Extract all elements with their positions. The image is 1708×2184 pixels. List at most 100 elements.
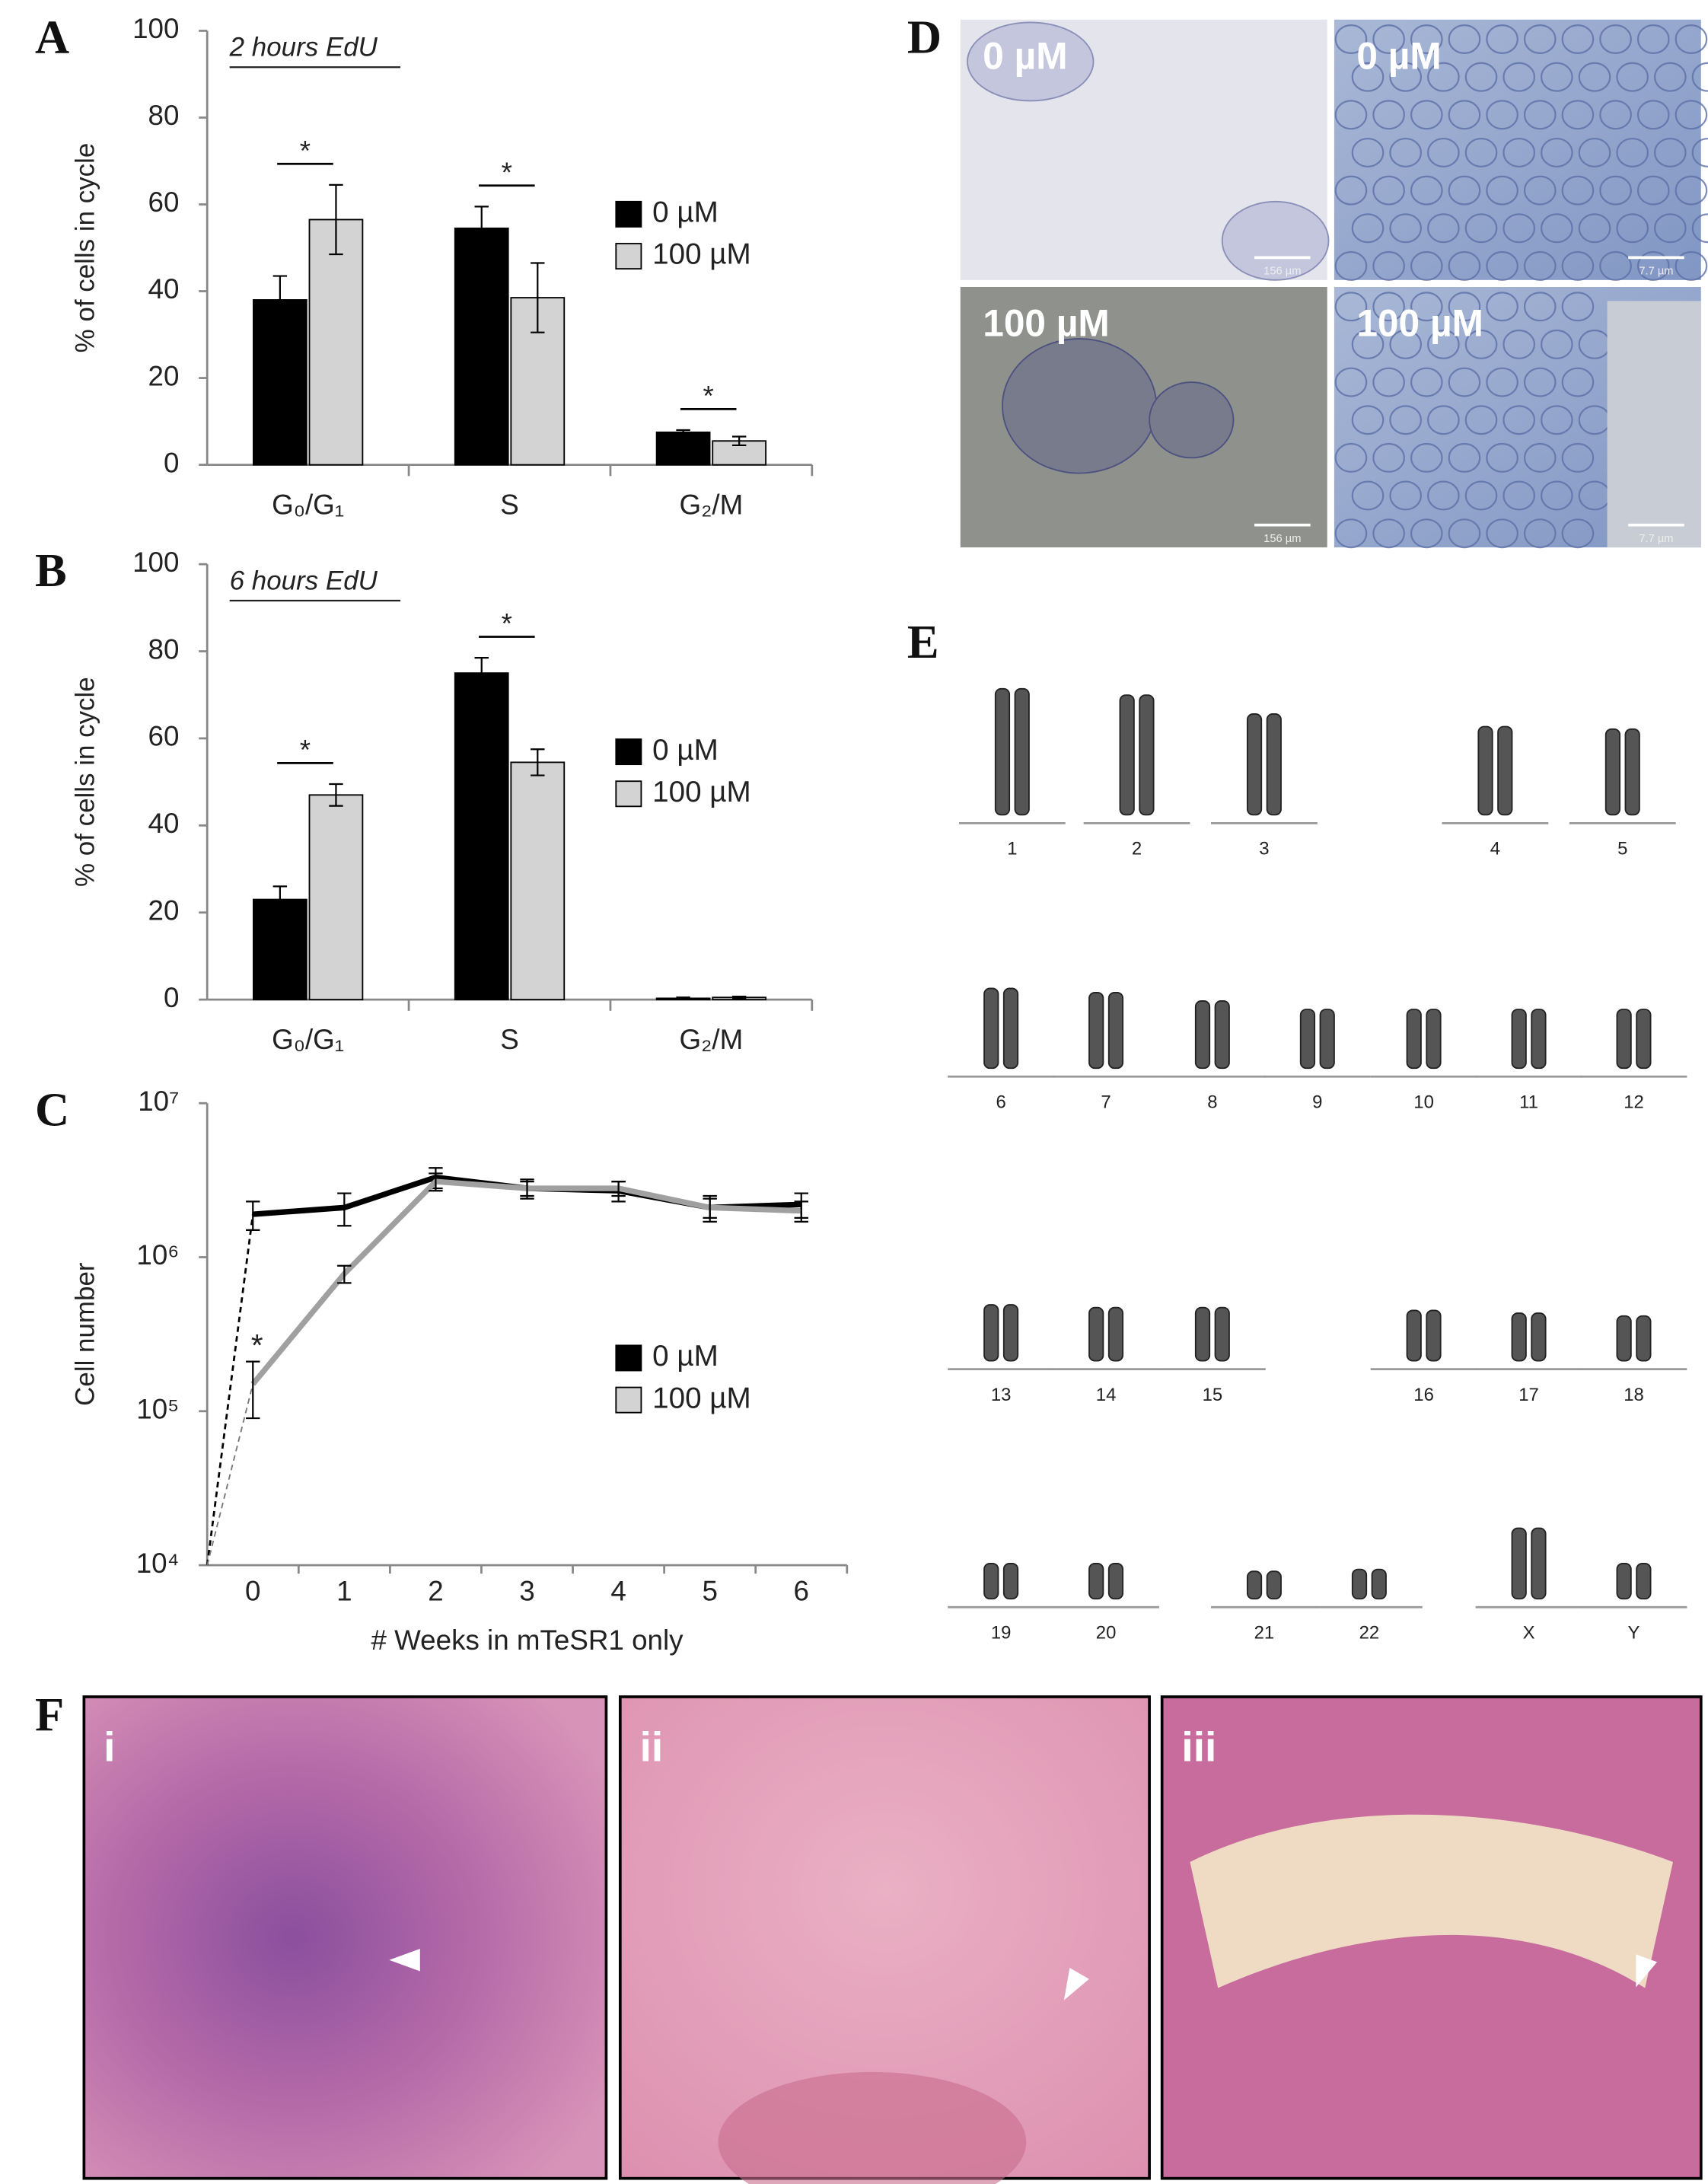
bar	[308, 794, 364, 1001]
cell	[1675, 100, 1708, 130]
arrowhead	[1063, 1968, 1089, 2001]
chromosome-number: 13	[991, 1385, 1012, 1405]
chromosome	[1107, 992, 1124, 1070]
legend-label: 0 µM	[652, 1340, 719, 1373]
panel-letter: C	[35, 1082, 69, 1136]
legend-label: 100 µM	[652, 238, 751, 271]
chromosome	[1002, 1304, 1019, 1362]
error-bar	[731, 996, 747, 1000]
cell	[1502, 480, 1536, 511]
bar	[454, 672, 509, 1001]
chromosome	[1426, 1009, 1442, 1070]
cell	[1464, 480, 1498, 511]
cell	[1523, 175, 1557, 206]
chromosome	[1088, 1306, 1104, 1362]
error-bar	[676, 429, 690, 435]
chromosome-number: X	[1523, 1623, 1535, 1644]
x-tick-label: G₀/G₁	[272, 1024, 344, 1055]
cell	[1372, 24, 1405, 54]
condition-label: 100 µM	[983, 302, 1110, 345]
chromosome	[1616, 1562, 1632, 1600]
chromosome	[1406, 1009, 1422, 1070]
error-bar	[337, 1264, 352, 1284]
bar	[454, 227, 509, 466]
colony	[1002, 338, 1158, 474]
chromosome	[1266, 1570, 1282, 1600]
cell	[1561, 24, 1595, 54]
cell	[1578, 62, 1611, 92]
chromosome	[1531, 1527, 1547, 1600]
cell	[1486, 250, 1518, 281]
chromosome-number: 21	[1254, 1623, 1275, 1644]
error-bar	[531, 262, 545, 333]
chromosome-number: 10	[1413, 1092, 1434, 1113]
x-axis-label: # Weeks in mTeSR1 only	[371, 1624, 684, 1656]
condition-label: 0 µM	[983, 34, 1067, 77]
cell	[1616, 213, 1649, 244]
cell	[1410, 24, 1443, 54]
annotation: 6 hours EdU	[230, 566, 378, 595]
cell	[1427, 213, 1460, 244]
cell	[1410, 367, 1443, 397]
cell	[1464, 213, 1498, 244]
cell	[1427, 405, 1460, 435]
cell	[1351, 137, 1385, 167]
error-bar	[272, 885, 288, 913]
y-tick-label: 80	[148, 100, 180, 131]
y-tick-label: 10⁷	[138, 1086, 179, 1117]
chromosome-number: 17	[1518, 1385, 1539, 1405]
cell	[1486, 442, 1518, 473]
error-bar	[531, 748, 545, 776]
cell	[1410, 175, 1443, 206]
chromosome	[983, 987, 999, 1070]
micrograph	[960, 19, 1330, 281]
tissue-lumen	[1190, 1814, 1674, 1988]
cell	[1389, 62, 1423, 92]
origin-connector	[206, 1213, 254, 1566]
error-bar	[474, 206, 489, 251]
cell	[1523, 100, 1557, 130]
y-tick-label: 100	[132, 547, 179, 578]
error-bar	[329, 783, 343, 807]
cell	[1502, 213, 1536, 244]
chromosome	[1371, 1568, 1387, 1600]
cell	[1351, 213, 1385, 244]
cell	[1636, 24, 1670, 54]
chromosome-number: 14	[1096, 1385, 1117, 1405]
significance-star: *	[300, 734, 311, 765]
cell	[1448, 292, 1481, 322]
error-bar	[520, 1181, 534, 1197]
cell	[1448, 175, 1481, 206]
cell	[1410, 100, 1443, 130]
cell	[1372, 367, 1405, 397]
cell	[1616, 137, 1649, 167]
cell	[1372, 175, 1405, 206]
arrowhead	[389, 1949, 420, 1972]
chromosome	[1351, 1568, 1368, 1600]
cell	[1427, 480, 1460, 511]
y-axis-label: % of cells in cycle	[70, 677, 100, 887]
cell	[1561, 367, 1595, 397]
micrograph	[960, 287, 1327, 548]
error-bar	[731, 435, 747, 447]
cell	[1448, 442, 1481, 473]
cell	[1541, 405, 1573, 435]
y-tick-label: 10⁴	[136, 1548, 180, 1579]
cell	[1599, 175, 1632, 206]
chromosome	[1636, 1562, 1652, 1600]
chromosome-number: 12	[1624, 1092, 1644, 1113]
chromosome	[1002, 987, 1019, 1070]
x-tick-label: S	[500, 489, 519, 520]
cell	[1351, 480, 1385, 511]
bar	[510, 761, 566, 1001]
chromosome-number: 19	[991, 1623, 1012, 1644]
cell	[1691, 62, 1708, 92]
chromosome	[1406, 1309, 1422, 1362]
cell	[1372, 442, 1405, 473]
cell	[1523, 518, 1557, 549]
chromosome	[1107, 1562, 1124, 1600]
cell	[1448, 100, 1481, 130]
legend-swatch	[615, 738, 642, 766]
panel-letter: E	[907, 615, 939, 668]
cell	[1448, 367, 1481, 397]
